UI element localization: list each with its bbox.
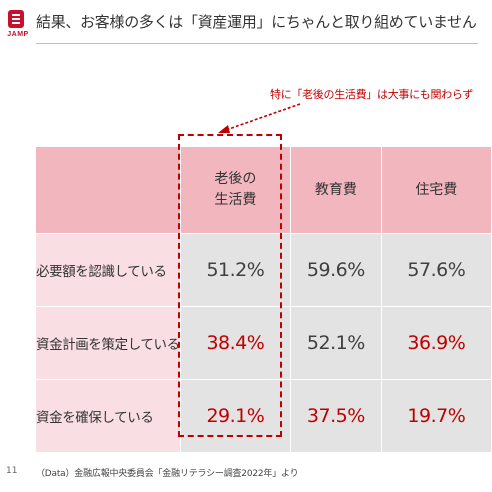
logo-text: JAMP <box>7 31 29 38</box>
table-cell-value: 37.5% <box>290 379 382 453</box>
table-header-row: 老後の 生活費 教育費 住宅費 <box>35 146 492 234</box>
column-header-label: 住宅費 <box>415 181 458 198</box>
column-header-label: 教育費 <box>314 181 357 198</box>
table-cell-value: 59.6% <box>290 233 382 307</box>
header-corner <box>35 146 181 234</box>
table-cell-value: 19.7% <box>380 379 492 453</box>
row-label: 資金計画を策定している <box>35 306 181 380</box>
column-header: 老後の 生活費 <box>179 146 292 234</box>
highlight-frame <box>178 134 282 437</box>
row-label: 資金を確保している <box>35 379 181 453</box>
slide-title: 結果、お客様の多くは「資産運用」にちゃんと取り組めていません <box>36 13 477 31</box>
logo-mark-icon <box>8 10 24 28</box>
page-number: 11 <box>6 466 18 476</box>
column-header: 教育費 <box>290 146 382 234</box>
column-header-label: 老後の 生活費 <box>214 171 257 208</box>
source-note: （Data）金融広報中央委員会「金融リテラシー調査2022年」より <box>36 469 299 479</box>
table-row: 資金計画を策定している 38.4% 52.1% 36.9% <box>35 306 492 380</box>
column-header: 住宅費 <box>380 146 492 234</box>
table-cell-value: 38.4% <box>179 306 292 380</box>
comparison-table: 老後の 生活費 教育費 住宅費 必要額を認識している 51.2% 59.6% 5… <box>35 146 492 453</box>
callout-note: 特に「老後の生活費」は大事にも関わらず <box>270 88 474 101</box>
jamp-logo: JAMP <box>6 10 28 46</box>
table-cell-value: 29.1% <box>179 379 292 453</box>
table-row: 必要額を認識している 51.2% 59.6% 57.6% <box>35 233 492 307</box>
table-row: 資金を確保している 29.1% 37.5% 19.7% <box>35 379 492 453</box>
row-label: 必要額を認識している <box>35 233 181 307</box>
table-cell-value: 57.6% <box>380 233 492 307</box>
table-cell-value: 36.9% <box>380 306 492 380</box>
title-divider <box>36 43 478 44</box>
table-cell-value: 52.1% <box>290 306 382 380</box>
